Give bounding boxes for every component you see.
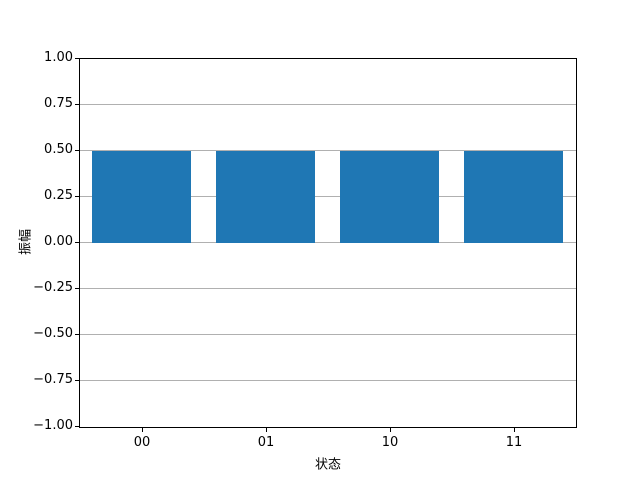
y-tick-label: 0.00 [44, 234, 73, 249]
y-tick-label: −1.00 [33, 418, 73, 433]
y-tick-mark [75, 196, 79, 197]
gridline [80, 104, 576, 105]
ticks-layer: 1.00 0.75 0.50 0.25 0.00 −0.25 −0.50 −0.75 −1.00… [33, 50, 576, 450]
x-tick-mark [390, 428, 391, 432]
bar [92, 151, 191, 243]
y-tick-label: 1.00 [44, 50, 73, 65]
x-tick-label: 00 [133, 435, 151, 450]
gridline [80, 288, 576, 289]
bar [464, 151, 563, 243]
y-tick-mark [75, 380, 79, 381]
x-axis-label: 状态 [314, 457, 342, 473]
y-tick-mark [75, 288, 79, 289]
plot-area: 1.00 0.75 0.50 0.25 0.00 −0.25 −0.50 −0.75 −1.00… [33, 50, 577, 450]
x-tick-mark [514, 428, 515, 432]
bars-layer [80, 59, 576, 427]
gridline [80, 242, 576, 243]
y-tick-mark [75, 58, 79, 59]
y-tick-mark [75, 334, 79, 335]
y-tick-mark [75, 242, 79, 243]
x-tick-label: 10 [381, 435, 399, 450]
y-tick-mark [75, 150, 79, 151]
gridline [80, 150, 576, 151]
y-tick-label: −0.50 [33, 326, 73, 341]
x-tick-label: 01 [257, 435, 275, 450]
gridline [80, 196, 576, 197]
y-tick-label: −0.25 [33, 280, 73, 295]
y-tick-label: 0.25 [44, 188, 73, 203]
x-tick-mark [266, 428, 267, 432]
y-tick-mark [75, 104, 79, 105]
y-tick-label: −0.75 [33, 372, 73, 387]
y-tick-label: 0.75 [44, 96, 73, 111]
bar [340, 151, 439, 243]
y-tick-label: 0.50 [44, 142, 73, 157]
gridlines-layer [80, 59, 576, 427]
x-tick-mark [142, 428, 143, 432]
x-tick-label: 11 [505, 435, 523, 450]
y-axis-label: 振幅 [18, 228, 34, 256]
bar [216, 151, 315, 243]
y-tick-mark [75, 426, 79, 427]
gridline [80, 380, 576, 381]
gridline [80, 334, 576, 335]
